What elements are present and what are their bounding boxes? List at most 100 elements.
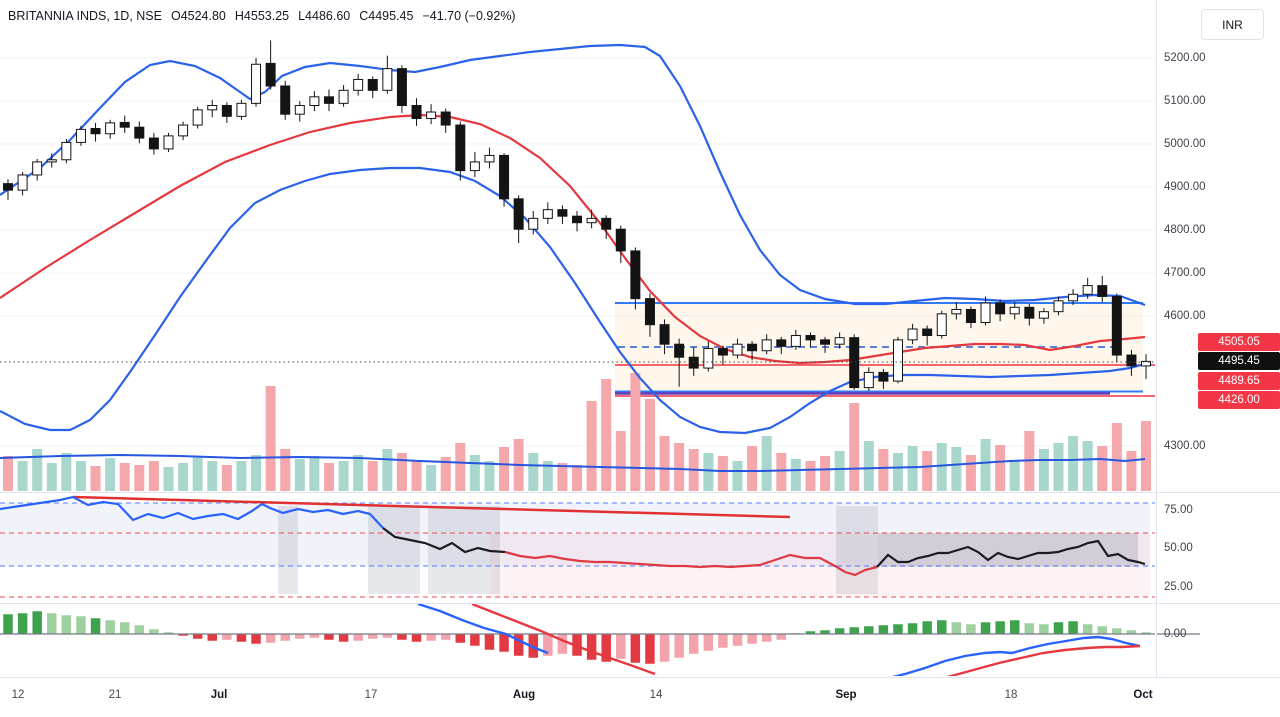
volume-bar xyxy=(484,461,495,491)
symbol-title[interactable]: BRITANNIA INDS, 1D, NSE xyxy=(8,9,162,23)
macd-line xyxy=(892,635,1141,676)
macd-histogram-bar xyxy=(207,633,218,642)
macd-histogram-bar xyxy=(134,624,145,635)
currency-toggle[interactable]: INR xyxy=(1201,9,1264,40)
axis-tick-label: 5100.00 xyxy=(1164,95,1206,107)
rsi-oversold-fill xyxy=(490,533,1150,597)
macd-histogram-bar xyxy=(236,633,247,643)
macd-histogram-bar xyxy=(630,633,641,664)
candle xyxy=(980,296,991,326)
volume-bar xyxy=(32,449,43,491)
volume-bar xyxy=(338,461,349,491)
pane-divider[interactable] xyxy=(0,603,1280,604)
volume-bar xyxy=(440,457,451,491)
pane-divider[interactable] xyxy=(0,492,1280,493)
ohlc-high: H4553.25 xyxy=(234,9,290,23)
candle xyxy=(586,209,597,229)
change-value: −41.70 (−0.92%) xyxy=(422,9,516,23)
candle xyxy=(499,153,510,207)
candle xyxy=(1111,293,1122,362)
candle xyxy=(469,151,480,178)
macd-histogram-bar xyxy=(921,620,933,635)
candle xyxy=(236,99,247,120)
candle xyxy=(353,73,364,96)
candle xyxy=(1141,354,1152,379)
candle xyxy=(221,102,232,123)
candle xyxy=(717,345,728,365)
macd-histogram-bar xyxy=(411,633,422,643)
volume-bar xyxy=(936,443,947,491)
candle xyxy=(1053,296,1064,316)
volume-bar xyxy=(659,436,670,491)
candle xyxy=(338,85,349,107)
rsi-pane[interactable] xyxy=(0,495,1155,598)
volume-bar xyxy=(965,455,976,491)
macd-histogram-bar xyxy=(936,619,948,635)
main-pane[interactable] xyxy=(0,40,1155,491)
rsi-trendline[interactable] xyxy=(72,495,791,519)
volume-bar xyxy=(644,399,655,491)
volume-bar xyxy=(1111,423,1122,491)
candle xyxy=(3,179,13,200)
candle xyxy=(630,247,641,310)
axis-tick-label: 25.00 xyxy=(1164,581,1193,593)
candle xyxy=(207,99,218,118)
candle xyxy=(863,367,874,391)
candle xyxy=(513,195,524,244)
macd-line xyxy=(946,644,1141,676)
ohlc-close: C4495.45 xyxy=(359,9,414,23)
volume-bar xyxy=(1082,441,1093,491)
macd-histogram-bar xyxy=(75,615,87,635)
candle xyxy=(1126,349,1137,376)
candle xyxy=(1038,308,1049,324)
macd-pane[interactable] xyxy=(0,604,1155,681)
candle xyxy=(761,334,772,355)
volume-bar xyxy=(528,453,539,491)
axis-tick-label: 0.00 xyxy=(1164,628,1187,640)
volume-bar xyxy=(382,449,393,491)
macd-histogram-bar xyxy=(673,633,685,659)
candle xyxy=(1068,289,1079,306)
macd-histogram-bar xyxy=(994,620,1006,635)
volume-bar xyxy=(207,461,218,491)
candle xyxy=(659,319,670,355)
symbol-header[interactable]: BRITANNIA INDS, 1D, NSE O4524.80 H4553.25 L… xyxy=(8,9,525,23)
volume-bar xyxy=(951,447,962,491)
candle xyxy=(703,341,714,372)
time-axis-label: Aug xyxy=(512,689,536,701)
macd-histogram-bar xyxy=(892,623,904,635)
macd-line xyxy=(417,604,549,655)
macd-histogram-bar xyxy=(119,621,130,635)
axis-tick-label: 5000.00 xyxy=(1164,138,1206,150)
candle xyxy=(382,55,393,94)
volume-bar xyxy=(980,439,991,491)
candle xyxy=(455,121,466,181)
macd-histogram-bar xyxy=(878,624,889,635)
candle xyxy=(542,202,553,224)
volume-bar xyxy=(1068,436,1079,491)
candle xyxy=(440,108,451,133)
candle xyxy=(965,306,976,329)
volume-bar xyxy=(90,466,101,491)
macd-histogram-bar xyxy=(1009,619,1020,635)
volume-bar xyxy=(761,436,772,491)
candle xyxy=(280,80,291,120)
macd-histogram-bar xyxy=(294,633,306,640)
volume-bar xyxy=(105,458,116,491)
volume-bar xyxy=(1038,449,1049,491)
time-axis-label: Oct xyxy=(1133,689,1153,701)
rsi-highlight-column xyxy=(278,506,298,594)
macd-histogram-bar xyxy=(31,610,43,635)
volume-bar xyxy=(178,463,189,491)
volume-bar xyxy=(674,443,685,491)
price-badge: 4495.45 xyxy=(1198,352,1280,370)
rsi-line xyxy=(876,539,1146,568)
ohlc-open: O4524.80 xyxy=(170,9,226,23)
time-axis-label: 12 xyxy=(11,689,25,701)
rsi-line xyxy=(504,550,878,577)
candle xyxy=(46,153,57,168)
macd-histogram-bar xyxy=(61,614,72,635)
macd-histogram-bar xyxy=(732,633,743,647)
volume-bar xyxy=(148,461,159,491)
